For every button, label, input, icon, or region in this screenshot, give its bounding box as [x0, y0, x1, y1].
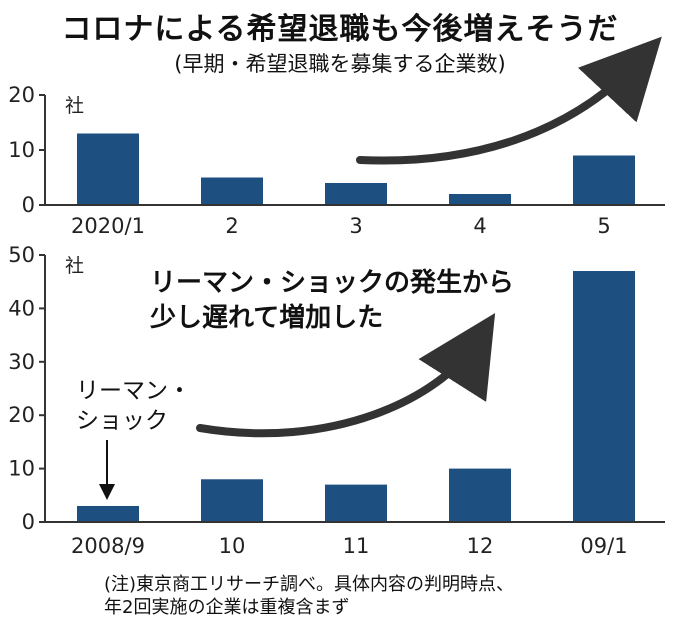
- x-tick-label: 11: [343, 534, 370, 558]
- bar-10: [201, 479, 263, 522]
- bar-11: [325, 484, 387, 522]
- bar-12: [449, 468, 511, 522]
- x-tick-label: 2: [225, 214, 238, 238]
- x-tick-label: 2008/9: [71, 534, 145, 558]
- x-tick-label: 10: [219, 534, 246, 558]
- bar-09/1: [573, 271, 635, 522]
- y-unit-label: 社: [65, 255, 84, 277]
- x-tick-label: 2020/1: [71, 214, 145, 238]
- chart-title: コロナによる希望退職も今後増えそうだ: [61, 12, 619, 47]
- y-unit-label: 社: [65, 95, 84, 117]
- annotation-main-line1: リーマン・ショックの発生から: [150, 268, 514, 298]
- footnote-line2: 年2回実施の企業は重複含まず: [104, 597, 350, 618]
- y-tick-label: 0: [22, 510, 35, 534]
- y-tick-label: 0: [22, 193, 35, 217]
- annotation-event-line1: リーマン・: [76, 378, 191, 404]
- bar-3: [325, 183, 387, 205]
- y-tick-label: 10: [8, 138, 35, 162]
- chart-subtitle: (早期・希望退職を募集する企業数): [174, 52, 506, 76]
- annotation-event-line2: ショック: [76, 408, 168, 434]
- y-tick-label: 30: [8, 350, 35, 374]
- bar-4: [449, 194, 511, 205]
- bar-2: [201, 177, 263, 205]
- y-tick-label: 10: [8, 457, 35, 481]
- footnote-line1: (注)東京商工リサーチ調べ。具体内容の判明時点、: [104, 574, 515, 595]
- x-tick-label: 4: [473, 214, 486, 238]
- x-tick-label: 12: [467, 534, 494, 558]
- x-tick-label: 5: [597, 214, 610, 238]
- x-tick-label: 3: [349, 214, 362, 238]
- annotation-main-line2: 少し遅れて増加した: [149, 303, 383, 333]
- bar-2020/1: [77, 133, 139, 205]
- bar-5: [573, 155, 635, 205]
- bar-2008/9: [77, 505, 139, 522]
- y-tick-label: 50: [8, 243, 35, 267]
- y-tick-label: 20: [8, 83, 35, 107]
- trend-arrow-top: [356, 36, 662, 165]
- y-tick-label: 40: [8, 296, 35, 320]
- x-tick-label: 09/1: [580, 534, 627, 558]
- y-tick-label: 20: [8, 403, 35, 427]
- trend-arrow-bottom: [196, 312, 496, 438]
